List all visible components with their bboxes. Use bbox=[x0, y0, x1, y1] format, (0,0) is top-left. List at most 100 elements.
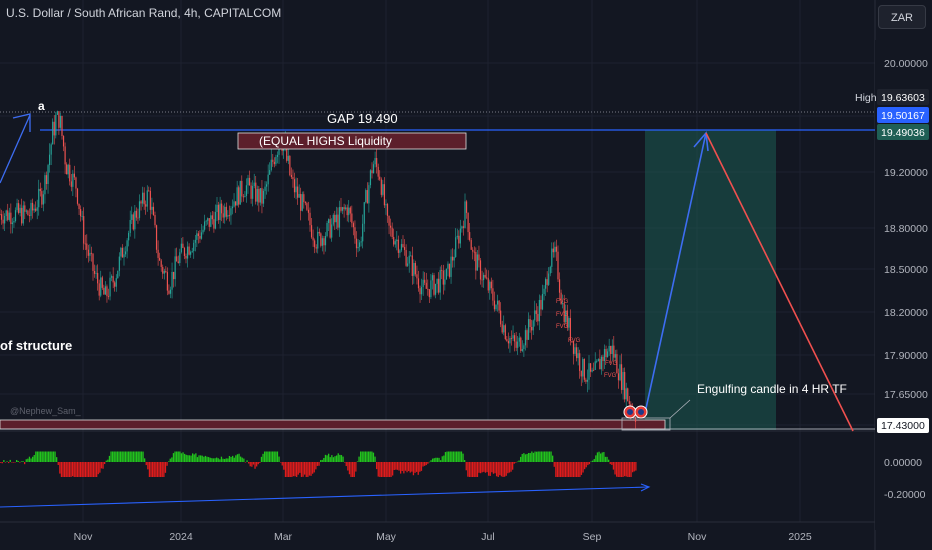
oscillator-bar bbox=[515, 462, 517, 463]
oscillator-bar bbox=[352, 462, 354, 477]
candle-body bbox=[577, 353, 579, 359]
candle-body bbox=[231, 206, 234, 209]
oscillator-bar bbox=[177, 451, 179, 462]
candle-body bbox=[188, 246, 190, 255]
candle-body bbox=[24, 205, 26, 212]
oscillator-bar bbox=[246, 460, 248, 462]
candle-body bbox=[586, 379, 589, 382]
oscillator-bar bbox=[608, 459, 610, 462]
candle-body bbox=[190, 251, 192, 255]
candle-body bbox=[264, 186, 266, 191]
candle-body bbox=[484, 274, 486, 278]
candle-body bbox=[439, 270, 441, 293]
oscillator-bar bbox=[299, 462, 301, 473]
oscillator-bar bbox=[496, 462, 498, 477]
candle-body bbox=[199, 236, 201, 239]
oscillator-bar bbox=[560, 462, 562, 477]
oscillator-bar bbox=[316, 462, 319, 466]
event-flag-icon-center bbox=[627, 409, 633, 415]
candle-body bbox=[496, 300, 499, 305]
oscillator-bar bbox=[310, 462, 312, 476]
candle-body bbox=[78, 203, 80, 210]
currency-button[interactable]: ZAR bbox=[878, 5, 926, 29]
candle-body bbox=[194, 239, 196, 243]
oscillator-bar bbox=[584, 462, 586, 470]
candle-body bbox=[372, 164, 375, 174]
candle-body bbox=[126, 240, 128, 252]
oscillator-bar bbox=[214, 458, 216, 462]
oscillator-bar bbox=[388, 462, 391, 477]
oscillator-bar bbox=[16, 459, 18, 462]
oscillator-bar bbox=[233, 457, 235, 462]
drawings[interactable]: a GAP 19.490 (EQUAL HIGHS Liquidity of stru… bbox=[0, 99, 854, 432]
candle-body bbox=[97, 273, 99, 284]
candle-body bbox=[470, 239, 472, 250]
candle-body bbox=[290, 175, 292, 178]
oscillator-bar bbox=[292, 462, 295, 477]
candle-body bbox=[56, 111, 58, 115]
oscillator-bar bbox=[350, 462, 352, 477]
candle-body bbox=[329, 219, 331, 238]
oscillator-bar bbox=[552, 455, 554, 462]
oscillator-bar bbox=[403, 462, 405, 474]
candle-body bbox=[424, 279, 426, 283]
fvg-label: FVG bbox=[556, 299, 569, 305]
candle-body bbox=[532, 320, 534, 331]
price-axis[interactable]: 20.00000 19.20000 18.80000 18.50000 18.20000… bbox=[855, 40, 932, 530]
oscillator-tick-label: 0.00000 bbox=[884, 457, 922, 469]
candle-body bbox=[498, 300, 500, 311]
oscillator-bar bbox=[276, 451, 279, 462]
candle-body bbox=[19, 207, 21, 213]
candle-body bbox=[346, 207, 348, 216]
oscillator-bar bbox=[139, 451, 141, 462]
price-tick-label: 18.20000 bbox=[884, 307, 928, 319]
oscillator-bar bbox=[100, 462, 103, 469]
oscillator-bar bbox=[616, 462, 618, 477]
candle-body bbox=[11, 222, 13, 225]
oscillator-bar bbox=[556, 462, 559, 477]
candle-body bbox=[112, 276, 114, 283]
oscillator-bar bbox=[520, 456, 522, 462]
candle-body bbox=[221, 203, 223, 214]
candle-body bbox=[613, 345, 615, 358]
candle-body bbox=[42, 194, 44, 205]
oscillator-bar bbox=[400, 462, 402, 474]
oscillator-bar bbox=[123, 451, 125, 462]
time-axis[interactable]: Nov 2024 Mar May Jul Sep Nov 2025 bbox=[0, 521, 875, 543]
candle-body bbox=[568, 318, 570, 328]
oscillator-bar bbox=[507, 462, 509, 474]
oscillator-bar bbox=[1, 462, 3, 464]
oscillator-bar bbox=[499, 462, 501, 476]
price-tick-label: 19.20000 bbox=[884, 167, 928, 179]
candle-body bbox=[33, 208, 35, 211]
oscillator-bar bbox=[502, 462, 504, 477]
candle-body bbox=[41, 191, 43, 205]
oscillator-bar bbox=[224, 459, 226, 462]
candle-body bbox=[558, 279, 561, 293]
oscillator-bar bbox=[203, 456, 205, 462]
candle-body bbox=[312, 237, 314, 241]
event-flag-icon-center bbox=[638, 409, 644, 415]
candle-body bbox=[123, 254, 125, 258]
oscillator-bar bbox=[497, 462, 499, 477]
long-position-box[interactable] bbox=[645, 130, 776, 430]
candle-body bbox=[45, 175, 48, 185]
candle-body bbox=[431, 275, 434, 281]
candle-body bbox=[137, 217, 139, 219]
candle-body bbox=[160, 260, 162, 267]
oscillator-bar bbox=[280, 462, 282, 463]
candle-body bbox=[52, 121, 54, 145]
candle-body bbox=[407, 263, 409, 266]
price-tick-label: 17.90000 bbox=[884, 350, 928, 362]
candle-body bbox=[486, 277, 488, 279]
candle-body bbox=[357, 246, 359, 249]
oscillator-bar bbox=[83, 462, 85, 477]
oscillator-bar bbox=[625, 462, 627, 477]
oscillator-bar bbox=[182, 452, 184, 462]
candle-body bbox=[479, 260, 482, 280]
oscillator-bar bbox=[593, 458, 595, 462]
candle-body bbox=[469, 232, 471, 240]
oscillator-bar bbox=[315, 462, 317, 470]
candle-body bbox=[419, 288, 421, 295]
